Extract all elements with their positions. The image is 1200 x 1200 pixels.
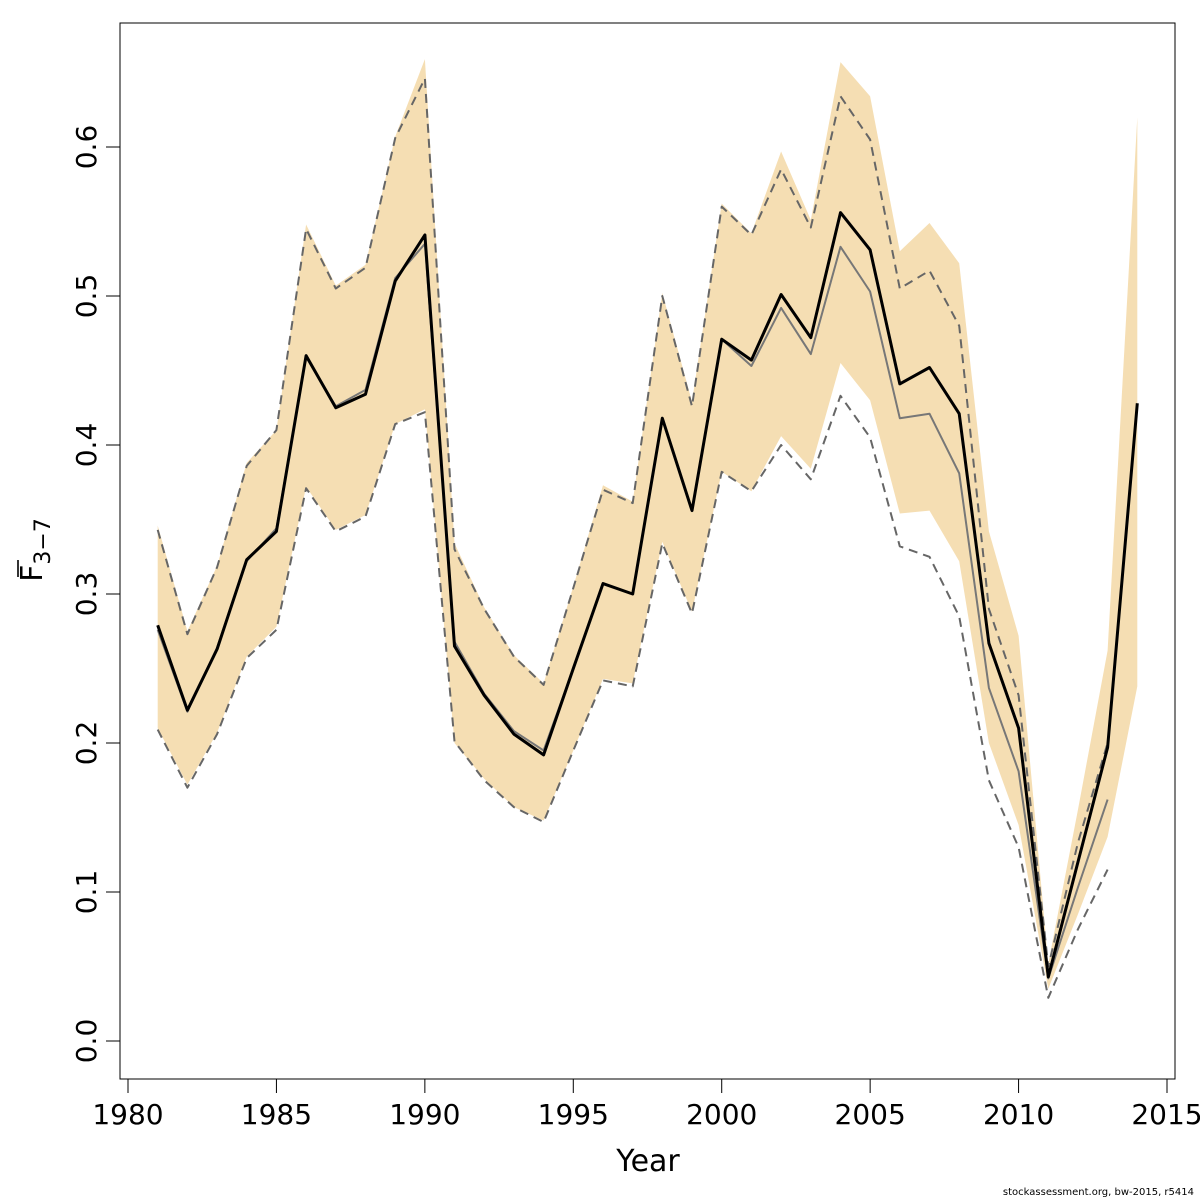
y-tick-label: 0.1 <box>70 870 103 915</box>
x-tick-label: 1980 <box>92 1098 163 1131</box>
y-tick-label: 0.3 <box>70 572 103 617</box>
y-axis-title-sub: 3−7 <box>31 518 56 564</box>
x-tick-label: 2005 <box>835 1098 906 1131</box>
x-tick-label: 2015 <box>1131 1098 1200 1131</box>
x-tick-label: 2010 <box>983 1098 1054 1131</box>
x-tick-label: 1995 <box>538 1098 609 1131</box>
y-tick-label: 0.2 <box>70 721 103 766</box>
x-tick-label: 2000 <box>686 1098 757 1131</box>
x-axis-title: Year <box>615 1144 680 1179</box>
svg-text:F3−7: F3−7 <box>15 518 56 582</box>
previous-lower-ci-line <box>156 394 1109 999</box>
previous-upper-ci-line <box>156 77 1109 968</box>
plot-area <box>156 59 1139 999</box>
y-tick-label: 0.0 <box>70 1019 103 1064</box>
y-tick-label: 0.4 <box>70 423 103 468</box>
y-axis-title: F3−7 <box>15 518 56 582</box>
axes: 1980 1985 1990 1995 2000 2005 2010 2015 0.0 0.1 0.… <box>70 125 1200 1131</box>
confidence-band <box>157 59 1138 989</box>
x-tick-label: 1990 <box>389 1098 460 1131</box>
y-tick-label: 0.5 <box>70 274 103 319</box>
footer-credit: stockassessment.org, bw-2015, r5414 <box>1002 1187 1194 1198</box>
x-tick-label: 1985 <box>241 1098 312 1131</box>
current-estimate-line <box>156 211 1139 979</box>
y-axis-title-main: F <box>15 565 50 582</box>
y-tick-label: 0.6 <box>70 125 103 170</box>
